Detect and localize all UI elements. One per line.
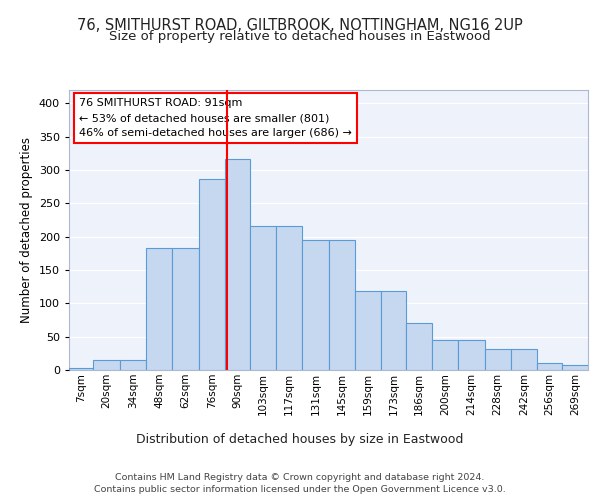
Y-axis label: Number of detached properties: Number of detached properties [20,137,33,323]
Bar [329,240,355,370]
Bar [225,160,250,370]
Bar [250,226,276,370]
Bar [458,340,485,370]
Text: Size of property relative to detached houses in Eastwood: Size of property relative to detached ho… [109,30,491,43]
Text: 76, SMITHURST ROAD, GILTBROOK, NOTTINGHAM, NG16 2UP: 76, SMITHURST ROAD, GILTBROOK, NOTTINGHA… [77,18,523,32]
Bar [69,368,94,370]
Bar [199,178,225,370]
Text: Distribution of detached houses by size in Eastwood: Distribution of detached houses by size … [136,432,464,446]
Bar [120,360,146,370]
Bar [146,248,172,370]
Text: Contains public sector information licensed under the Open Government Licence v3: Contains public sector information licen… [94,485,506,494]
Text: 76 SMITHURST ROAD: 91sqm
← 53% of detached houses are smaller (801)
46% of semi-: 76 SMITHURST ROAD: 91sqm ← 53% of detach… [79,98,352,138]
Bar [355,292,381,370]
Bar [406,324,432,370]
Bar [172,248,199,370]
Bar [562,366,588,370]
Bar [276,226,302,370]
Bar [537,362,562,370]
Bar [485,348,511,370]
Bar [381,292,406,370]
Bar [94,360,120,370]
Bar [511,348,537,370]
Bar [432,340,458,370]
Bar [302,240,329,370]
Text: Contains HM Land Registry data © Crown copyright and database right 2024.: Contains HM Land Registry data © Crown c… [115,472,485,482]
